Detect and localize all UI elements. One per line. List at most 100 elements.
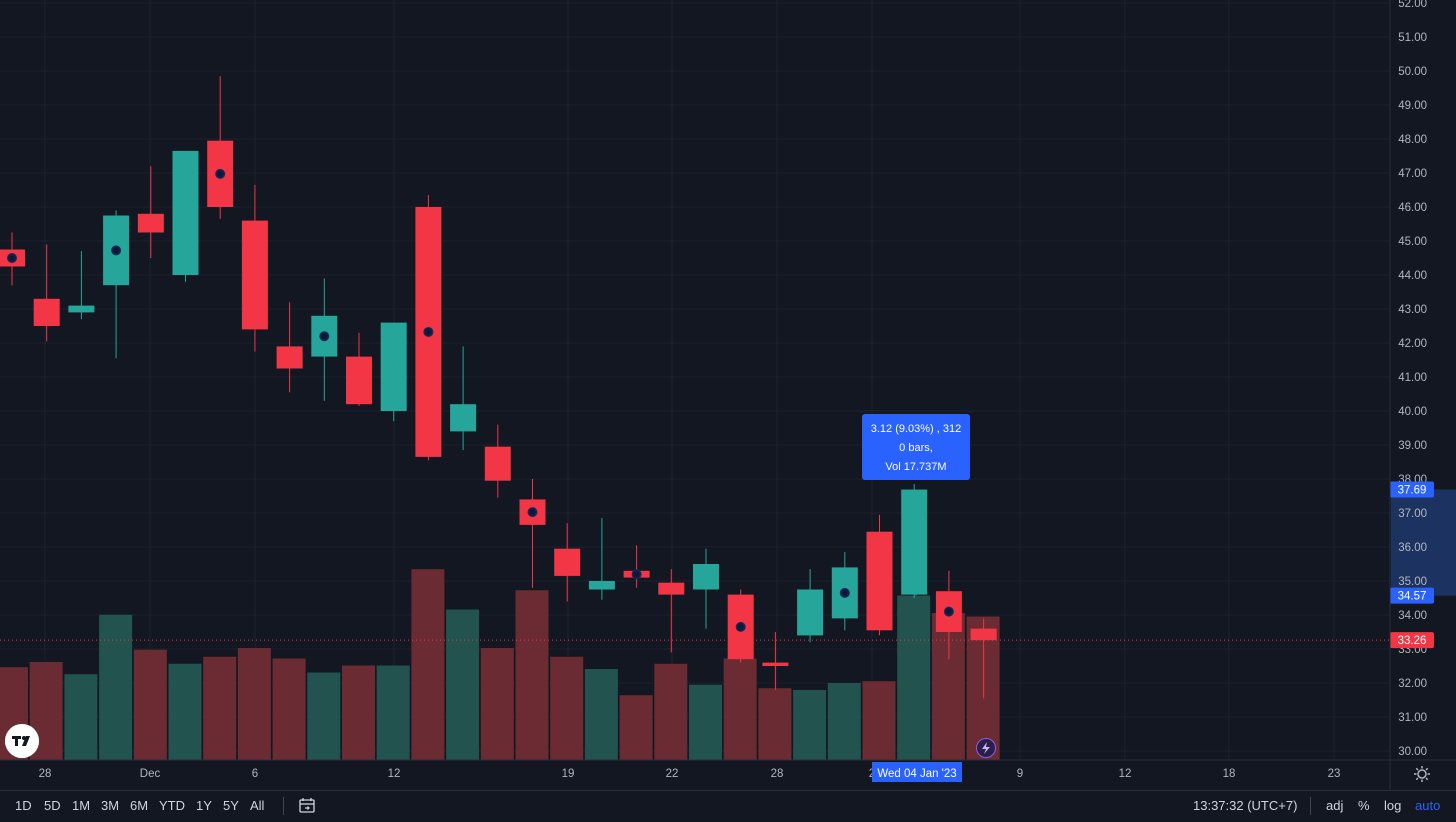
x-tick-label: 18 — [1223, 768, 1236, 780]
price-chart[interactable]: 30.0031.0032.0033.0034.0035.0036.0037.00… — [0, 0, 1456, 790]
event-marker-dot — [218, 171, 223, 176]
range-5d-button[interactable]: 5D — [44, 798, 61, 813]
event-marker-dot — [322, 334, 327, 339]
log-toggle[interactable]: log — [1384, 798, 1402, 813]
candle-body[interactable] — [554, 548, 581, 576]
x-tick-label: 23 — [1328, 768, 1341, 780]
volume-bar — [64, 674, 98, 760]
x-axis: 28Dec61219222829121823 — [0, 0, 1456, 790]
y-tick-label: 32.00 — [1398, 678, 1427, 690]
candle-body[interactable] — [484, 446, 511, 481]
y-tick-label: 36.00 — [1398, 542, 1427, 554]
candle-body[interactable] — [901, 489, 928, 595]
candle-body[interactable] — [866, 531, 893, 631]
candle-body[interactable] — [588, 581, 615, 590]
x-tick-label: 22 — [666, 768, 679, 780]
volume-bar — [550, 656, 584, 760]
gear-icon[interactable] — [1412, 765, 1432, 783]
volume-bar — [203, 656, 237, 760]
x-tick-label: 9 — [1017, 768, 1023, 780]
y-tick-label: 34.00 — [1398, 610, 1427, 622]
tooltip-line-3: Vol 17.737M — [885, 461, 946, 473]
y-axis: 30.0031.0032.0033.0034.0035.0036.0037.00… — [1390, 0, 1434, 758]
candle-body[interactable] — [172, 150, 199, 275]
y-tick-label: 40.00 — [1398, 406, 1427, 418]
event-marker-dot — [842, 590, 847, 595]
volume-bar — [376, 665, 410, 760]
candle-body[interactable] — [797, 589, 824, 636]
range-ytd-button[interactable]: YTD — [159, 798, 185, 813]
x-tick-label: 6 — [252, 768, 258, 780]
toolbar-divider — [1310, 797, 1311, 815]
range-6m-button[interactable]: 6M — [130, 798, 149, 813]
candle-body[interactable] — [693, 564, 719, 590]
last-price-label: 33.26 — [1398, 635, 1427, 647]
y-tick-label: 39.00 — [1398, 440, 1427, 452]
volume-bar — [758, 688, 792, 760]
y-tick-label: 35.00 — [1398, 576, 1427, 588]
volume-bar — [307, 672, 341, 760]
grid-lines — [0, 0, 1390, 760]
toolbar-divider — [283, 797, 284, 815]
range-1y-button[interactable]: 1Y — [196, 798, 212, 813]
cursor-low-price-label: 34.57 — [1398, 591, 1427, 603]
candle-body[interactable] — [380, 322, 407, 411]
range-all-button[interactable]: All — [250, 798, 265, 813]
cursor-date-label: Wed 04 Jan '23 — [877, 768, 956, 780]
y-tick-label: 47.00 — [1398, 168, 1427, 180]
event-marker-dot — [634, 572, 639, 577]
x-tick-label: Dec — [140, 768, 161, 780]
tradingview-logo-icon[interactable] — [5, 724, 39, 758]
volume-bar — [862, 681, 896, 760]
tooltip-box — [862, 414, 970, 480]
candle-body[interactable] — [68, 305, 95, 313]
range-1d-button[interactable]: 1D — [15, 798, 32, 813]
percent-toggle[interactable]: % — [1358, 798, 1370, 813]
event-marker-dot — [426, 329, 431, 334]
event-marker-dot — [738, 624, 743, 629]
candle-body[interactable] — [970, 628, 997, 641]
candle-body[interactable] — [658, 582, 685, 595]
x-tick-label: 19 — [562, 768, 575, 780]
y-tick-label: 48.00 — [1398, 134, 1427, 146]
volume-bar — [99, 614, 133, 760]
candle-body[interactable] — [762, 662, 789, 666]
calendar-goto-icon[interactable] — [297, 797, 317, 815]
volume-bar — [827, 683, 861, 760]
volume-bar — [793, 690, 827, 760]
candle-body[interactable] — [450, 404, 477, 432]
volume-bar — [654, 663, 688, 760]
last-price-label-bg — [1390, 632, 1434, 649]
volume-bar — [515, 590, 549, 760]
x-tick-label: 28 — [771, 768, 784, 780]
event-marker-dot — [530, 510, 535, 515]
volume-bar — [689, 684, 722, 760]
auto-toggle[interactable]: auto — [1415, 798, 1441, 813]
range-1m-button[interactable]: 1M — [72, 798, 91, 813]
range-3m-button[interactable]: 3M — [101, 798, 120, 813]
y-tick-label: 51.00 — [1398, 32, 1427, 44]
measure-axis-band — [1391, 489, 1456, 596]
cursor-date-bg — [872, 762, 962, 782]
candle-body[interactable] — [137, 213, 164, 233]
volume-bar — [446, 609, 480, 760]
lightning-icon[interactable] — [976, 738, 996, 758]
clock-timezone-label[interactable]: 13:37:32 (UTC+7) — [1193, 798, 1298, 813]
candle-body[interactable] — [276, 346, 303, 369]
y-tick-label: 45.00 — [1398, 236, 1427, 248]
crosshair-overlay: 3.12 (9.03%) , 312 0 bars, Vol 17.737M W… — [862, 414, 970, 782]
cursor-high-price-label-bg — [1390, 481, 1434, 498]
range-5y-button[interactable]: 5Y — [223, 798, 239, 813]
y-tick-label: 49.00 — [1398, 100, 1427, 112]
adj-toggle[interactable]: adj — [1326, 798, 1344, 813]
y-tick-label: 41.00 — [1398, 372, 1427, 384]
volume-bar — [619, 695, 653, 760]
y-tick-label: 46.00 — [1398, 202, 1427, 214]
candle-body[interactable] — [241, 220, 268, 330]
y-tick-label: 31.00 — [1398, 712, 1427, 724]
volume-bar — [480, 648, 514, 760]
candle-body[interactable] — [346, 356, 372, 405]
candle-body[interactable] — [33, 298, 60, 326]
volume-bar — [133, 649, 167, 760]
y-tick-label: 44.00 — [1398, 270, 1427, 282]
